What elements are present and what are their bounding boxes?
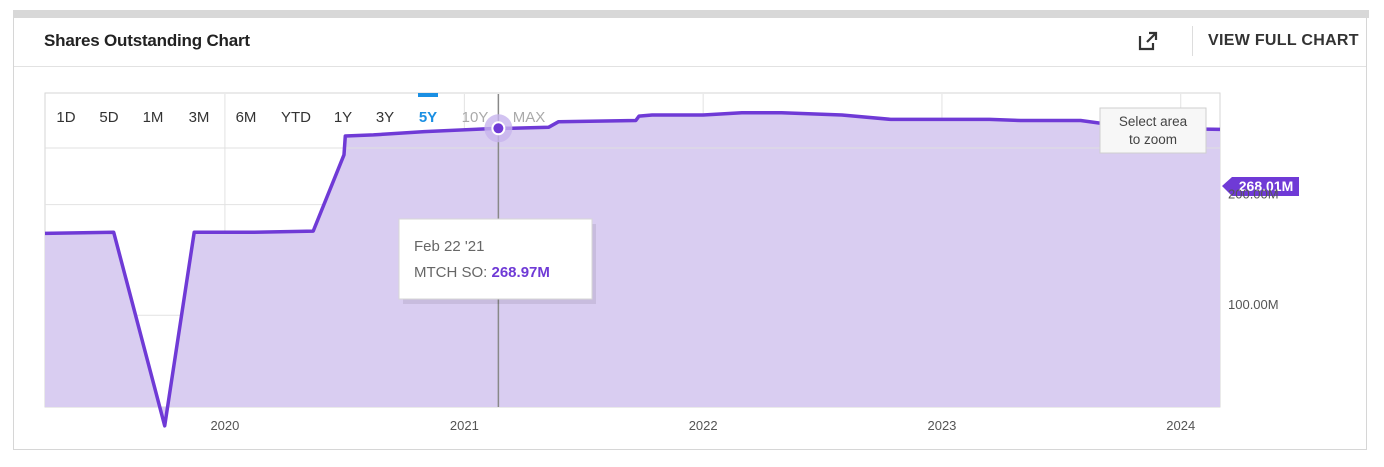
range-button-3y[interactable]: 3Y [376, 109, 394, 126]
tooltip: Feb 22 '21 MTCH SO: 268.97M [398, 218, 596, 304]
series-area [45, 112, 1220, 426]
last-value-marker: 268.01M [1222, 177, 1299, 196]
range-button-max[interactable]: MAX [513, 109, 546, 126]
last-value-label: 268.01M [1239, 178, 1293, 194]
active-range-indicator [418, 93, 438, 97]
x-tick-label: 2023 [927, 418, 956, 433]
range-button-10y[interactable]: 10Y [462, 109, 489, 126]
y-tick-label: 200.00M [1228, 187, 1279, 202]
card-header: Shares Outstanding Chart VIEW FULL CHART [14, 18, 1366, 67]
range-button-5y[interactable]: 5Y [419, 109, 437, 126]
range-button-1y[interactable]: 1Y [334, 109, 352, 126]
range-button-1d[interactable]: 1D [56, 109, 75, 126]
tooltip-series-label: MTCH SO: [414, 264, 492, 281]
zoom-hint-box: Select area to zoom [1099, 107, 1207, 154]
series-line [44, 111, 1221, 428]
top-accent-bar [13, 10, 1369, 18]
x-axis-ticks: 2020 2021 2022 2023 2024 [210, 418, 1195, 433]
range-button-1m[interactable]: 1M [143, 109, 164, 126]
range-button-ytd[interactable]: YTD [281, 109, 311, 126]
zoom-hint-line-2: to zoom [1129, 132, 1177, 147]
external-link-icon[interactable] [1136, 29, 1160, 53]
chart-title: Shares Outstanding Chart [44, 31, 250, 50]
range-selector: 1D 5D 1M 3M 6M YTD 1Y 3Y 5Y 10Y MAX [56, 93, 545, 126]
svg-text:MTCH SO: 268.97M: MTCH SO: 268.97M [414, 264, 550, 281]
x-tick-label: 2021 [450, 418, 479, 433]
x-tick-label: 2024 [1166, 418, 1195, 433]
hover-point [491, 121, 506, 136]
x-tick-label: 2020 [210, 418, 239, 433]
tooltip-date: Feb 22 '21 [414, 238, 484, 255]
range-button-5d[interactable]: 5D [99, 109, 118, 126]
x-tick-label: 2022 [689, 418, 718, 433]
range-button-6m[interactable]: 6M [236, 109, 257, 126]
range-button-3m[interactable]: 3M [189, 109, 210, 126]
y-tick-label: 100.00M [1228, 297, 1279, 312]
view-full-chart-button[interactable]: VIEW FULL CHART [1208, 32, 1359, 49]
header-divider [1192, 26, 1193, 56]
y-axis-ticks: 100.00M 200.00M [1228, 187, 1279, 313]
tooltip-value: 268.97M [492, 264, 550, 281]
zoom-hint-line-1: Select area [1119, 114, 1188, 129]
